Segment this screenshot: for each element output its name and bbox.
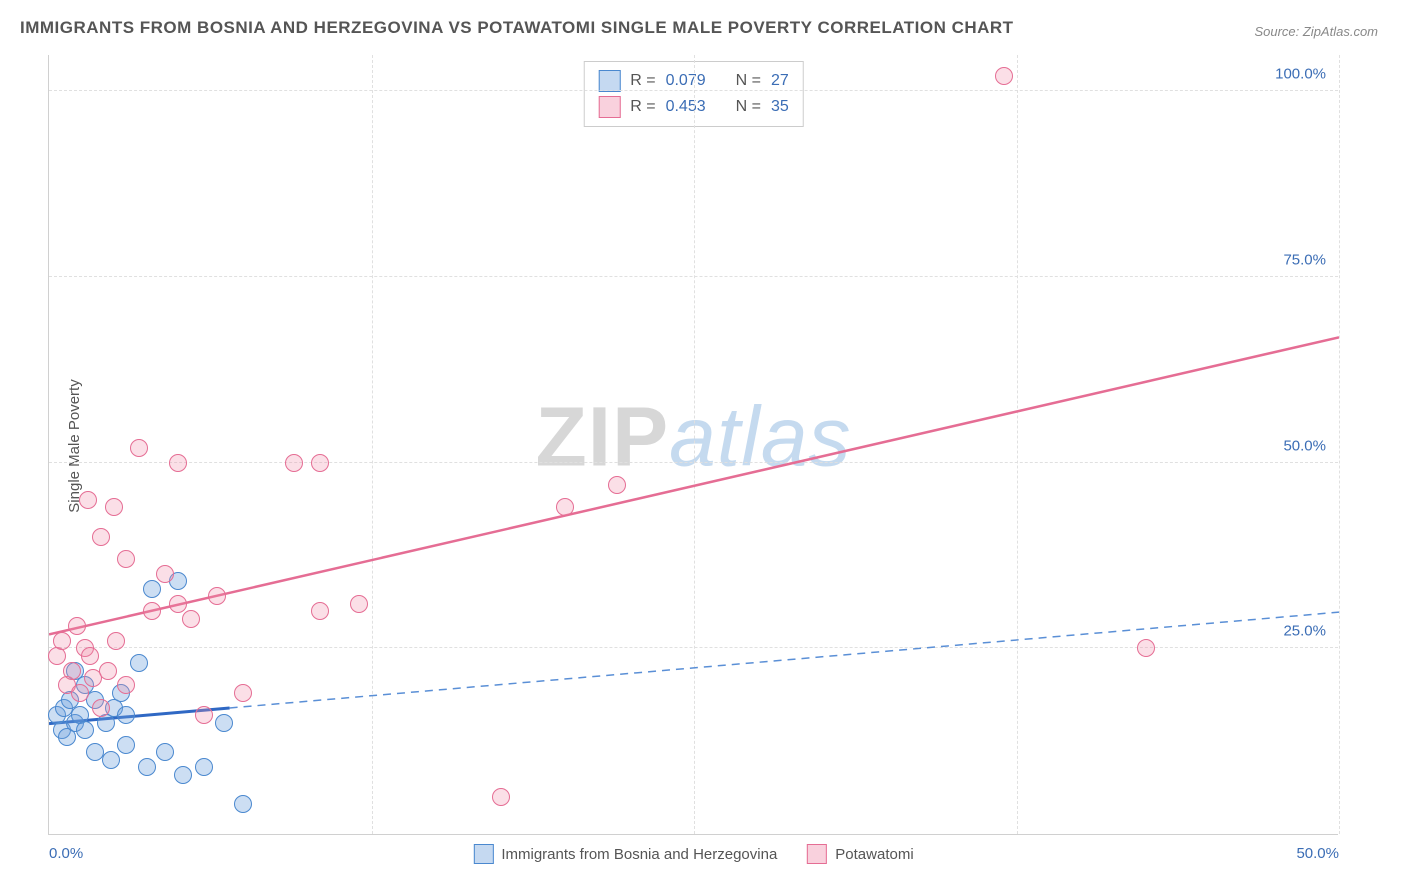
data-point: [156, 743, 174, 761]
data-point: [311, 454, 329, 472]
data-point: [130, 439, 148, 457]
data-point: [81, 647, 99, 665]
x-tick-label: 0.0%: [49, 845, 83, 862]
r-label: R =: [630, 72, 655, 90]
data-point: [117, 550, 135, 568]
data-point: [156, 565, 174, 583]
data-point: [143, 580, 161, 598]
n-label: N =: [736, 72, 761, 90]
chart-title: IMMIGRANTS FROM BOSNIA AND HERZEGOVINA V…: [20, 18, 1014, 38]
data-point: [117, 676, 135, 694]
data-point: [53, 632, 71, 650]
series-legend: Immigrants from Bosnia and Herzegovina Po…: [473, 844, 913, 864]
y-tick-label: 50.0%: [1283, 437, 1326, 454]
data-point: [79, 491, 97, 509]
data-point: [169, 595, 187, 613]
data-point: [130, 654, 148, 672]
gridline-vertical: [694, 55, 695, 834]
data-point: [169, 454, 187, 472]
data-point: [143, 602, 161, 620]
legend-swatch: [473, 844, 493, 864]
data-point: [71, 684, 89, 702]
data-point: [99, 662, 117, 680]
data-point: [92, 528, 110, 546]
legend-item: Immigrants from Bosnia and Herzegovina: [473, 844, 777, 864]
x-tick-label: 50.0%: [1296, 845, 1339, 862]
n-label: N =: [736, 98, 761, 116]
n-value: 27: [771, 72, 789, 90]
data-point: [92, 699, 110, 717]
legend-swatch: [807, 844, 827, 864]
data-point: [105, 498, 123, 516]
data-point: [102, 751, 120, 769]
r-value: 0.453: [666, 98, 706, 116]
data-point: [117, 736, 135, 754]
legend-label: Potawatomi: [835, 846, 913, 863]
data-point: [285, 454, 303, 472]
data-point: [195, 706, 213, 724]
r-value: 0.079: [666, 72, 706, 90]
watermark-atlas: atlas: [669, 389, 851, 483]
data-point: [234, 795, 252, 813]
data-point: [215, 714, 233, 732]
data-point: [234, 684, 252, 702]
n-value: 35: [771, 98, 789, 116]
data-point: [76, 721, 94, 739]
data-point: [311, 602, 329, 620]
data-point: [68, 617, 86, 635]
scatter-plot-area: ZIPatlas R =0.079N =27R =0.453N =35 Immi…: [48, 55, 1338, 835]
data-point: [492, 788, 510, 806]
data-point: [350, 595, 368, 613]
watermark-zip: ZIP: [535, 389, 669, 483]
data-point: [63, 662, 81, 680]
data-point: [182, 610, 200, 628]
legend-label: Immigrants from Bosnia and Herzegovina: [501, 846, 777, 863]
data-point: [107, 632, 125, 650]
data-point: [174, 766, 192, 784]
gridline-vertical: [372, 55, 373, 834]
legend-item: Potawatomi: [807, 844, 913, 864]
data-point: [208, 587, 226, 605]
data-point: [1137, 639, 1155, 657]
gridline-vertical: [1017, 55, 1018, 834]
y-tick-label: 75.0%: [1283, 251, 1326, 268]
data-point: [117, 706, 135, 724]
gridline-vertical: [1339, 55, 1340, 834]
legend-swatch: [598, 96, 620, 118]
data-point: [556, 498, 574, 516]
data-point: [608, 476, 626, 494]
y-tick-label: 100.0%: [1275, 66, 1326, 83]
data-point: [138, 758, 156, 776]
source-label: Source: ZipAtlas.com: [1254, 24, 1378, 39]
legend-swatch: [598, 70, 620, 92]
data-point: [195, 758, 213, 776]
data-point: [995, 67, 1013, 85]
y-tick-label: 25.0%: [1283, 623, 1326, 640]
r-label: R =: [630, 98, 655, 116]
